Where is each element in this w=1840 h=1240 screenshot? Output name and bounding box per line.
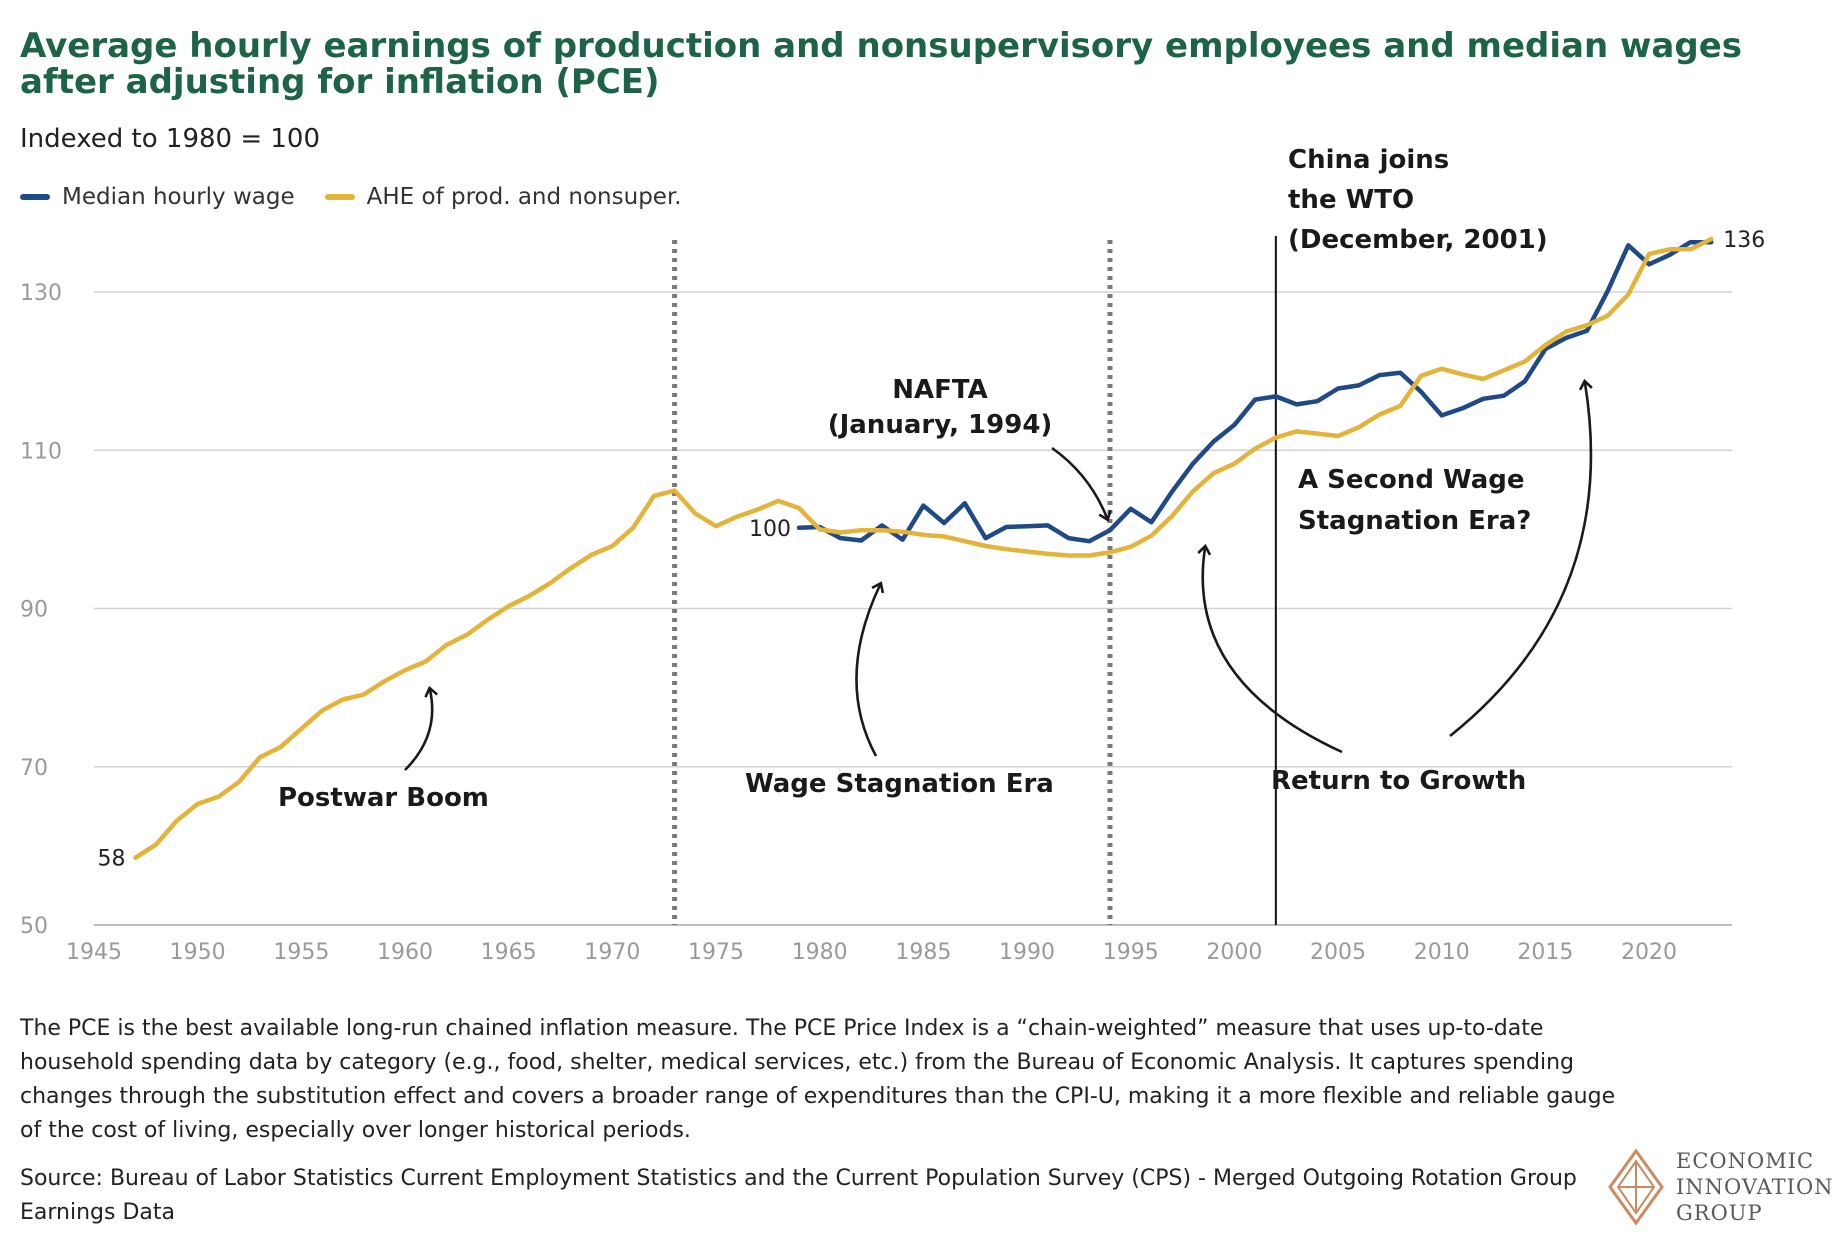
eig-logo: ECONOMIC INNOVATION GROUP	[1608, 1148, 1834, 1226]
y-tick-label-50: 50	[20, 914, 48, 939]
label-end-value: 136	[1723, 228, 1765, 253]
arrow-stagnation	[855, 585, 880, 757]
arrow-return-left	[1203, 548, 1343, 754]
y-tick-label-90: 90	[20, 598, 48, 623]
series-line-ahe	[133, 236, 1714, 860]
x-tick-label-1955: 1955	[273, 940, 329, 965]
y-tick-label-70: 70	[20, 756, 48, 781]
annotation-wto-line3: (December, 2001)	[1288, 225, 1548, 255]
annotation-second-stagnation-line1: A Second Wage	[1298, 465, 1525, 495]
logo-line-1: ECONOMIC	[1676, 1149, 1815, 1173]
series-line-median	[796, 239, 1714, 544]
x-tick-label-1945: 1945	[66, 940, 122, 965]
line-chart: 50 70 90 110 130 1945 1950 1955 1960 1965 1970 1975…	[20, 145, 1765, 965]
chart-title: Average hourly earnings of production an…	[20, 26, 1743, 102]
x-tick-label-2005: 2005	[1310, 940, 1366, 965]
annotation-second-stagnation-line2: Stagnation Era?	[1298, 506, 1531, 536]
x-tick-label-1980: 1980	[792, 940, 848, 965]
annotation-nafta-line2: (January, 1994)	[828, 410, 1053, 440]
x-tick-label-2020: 2020	[1621, 940, 1677, 965]
arrow-postwar	[404, 690, 432, 771]
x-tick-label-1950: 1950	[170, 940, 226, 965]
x-tick-label-1960: 1960	[377, 940, 433, 965]
series-layer	[133, 236, 1714, 860]
source-note: Source: Bureau of Labor Statistics Curre…	[20, 1166, 1577, 1225]
x-tick-label-1990: 1990	[999, 940, 1055, 965]
annotation-return-growth: Return to Growth	[1271, 766, 1526, 796]
legend: Median hourly wage AHE of prod. and nons…	[20, 184, 712, 210]
eig-diamond-icon	[1608, 1149, 1664, 1225]
annotation-text: Postwar Boom Wage Stagnation Era NAFTA (…	[278, 145, 1548, 813]
label-base-value: 100	[749, 517, 791, 542]
x-tick-label-1975: 1975	[688, 940, 744, 965]
methodology-note: The PCE is the best available long-run c…	[20, 1016, 1616, 1143]
x-tick-label-2010: 2010	[1414, 940, 1470, 965]
eig-logo-text: ECONOMIC INNOVATION GROUP	[1676, 1148, 1834, 1226]
annotation-nafta-line1: NAFTA	[892, 375, 987, 405]
chart-subtitle: Indexed to 1980 = 100	[20, 124, 321, 154]
x-tick-label-2000: 2000	[1206, 940, 1262, 965]
annotation-arrows	[404, 383, 1591, 771]
x-tick-label-1970: 1970	[584, 940, 640, 965]
end-labels: 58 100 136	[97, 228, 1765, 872]
label-start-value: 58	[97, 847, 125, 872]
annotation-postwar: Postwar Boom	[278, 783, 489, 813]
x-tick-label-1995: 1995	[1103, 940, 1159, 965]
x-tick-label-1965: 1965	[481, 940, 537, 965]
legend-label-ahe: AHE of prod. and nonsuper.	[366, 184, 682, 210]
grid-layer: 50 70 90 110 130 1945 1950 1955 1960 1965 1970 1975…	[20, 281, 1732, 965]
annotation-stagnation: Wage Stagnation Era	[745, 769, 1054, 799]
legend-swatch-ahe	[324, 194, 355, 200]
x-tick-label-2015: 2015	[1517, 940, 1573, 965]
y-tick-label-110: 110	[20, 439, 62, 464]
x-tick-label-1985: 1985	[895, 940, 951, 965]
legend-swatch-median	[20, 194, 50, 200]
arrow-nafta	[1051, 446, 1107, 518]
annotation-wto-line1: China joins	[1288, 145, 1449, 175]
legend-label-median: Median hourly wage	[62, 184, 295, 210]
legend-item-median: Median hourly wage	[20, 184, 295, 210]
logo-line-2: INNOVATION	[1676, 1175, 1834, 1199]
arrow-return-right	[1449, 383, 1591, 738]
legend-item-ahe: AHE of prod. and nonsuper.	[324, 184, 682, 210]
logo-line-3: GROUP	[1676, 1201, 1763, 1225]
event-lines	[672, 236, 1277, 925]
y-tick-label-130: 130	[20, 281, 62, 306]
annotation-wto-line2: the WTO	[1288, 185, 1414, 215]
